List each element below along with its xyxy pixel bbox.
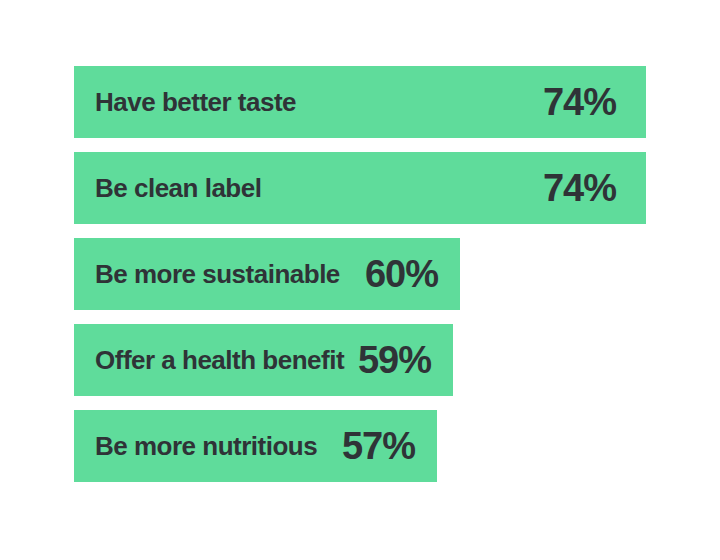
bar-label: Offer a health benefit [95,345,344,376]
bar-row-be-clean-label: Be clean label 74% [74,152,646,224]
bar-label: Have better taste [95,87,296,118]
bar-label: Be clean label [95,173,261,204]
bar-row-be-more-sustainable: Be more sustainable 60% [74,238,460,310]
bar-row-offer-a-health-benefit: Offer a health benefit 59% [74,324,453,396]
bar-value: 60% [365,253,438,296]
bar-row-have-better-taste: Have better taste 74% [74,66,646,138]
bar-chart-plot-area: Have better taste 74% Be clean label 74%… [74,66,646,482]
bar-value: 74% [543,81,616,124]
bar-value: 74% [543,167,616,210]
bar-value: 57% [342,425,415,468]
bar-value: 59% [358,339,431,382]
bar-label: Be more nutritious [95,431,317,462]
bar-chart: Have better taste 74% Be clean label 74%… [0,0,720,560]
bar-label: Be more sustainable [95,259,340,290]
bar-row-be-more-nutritious: Be more nutritious 57% [74,410,437,482]
